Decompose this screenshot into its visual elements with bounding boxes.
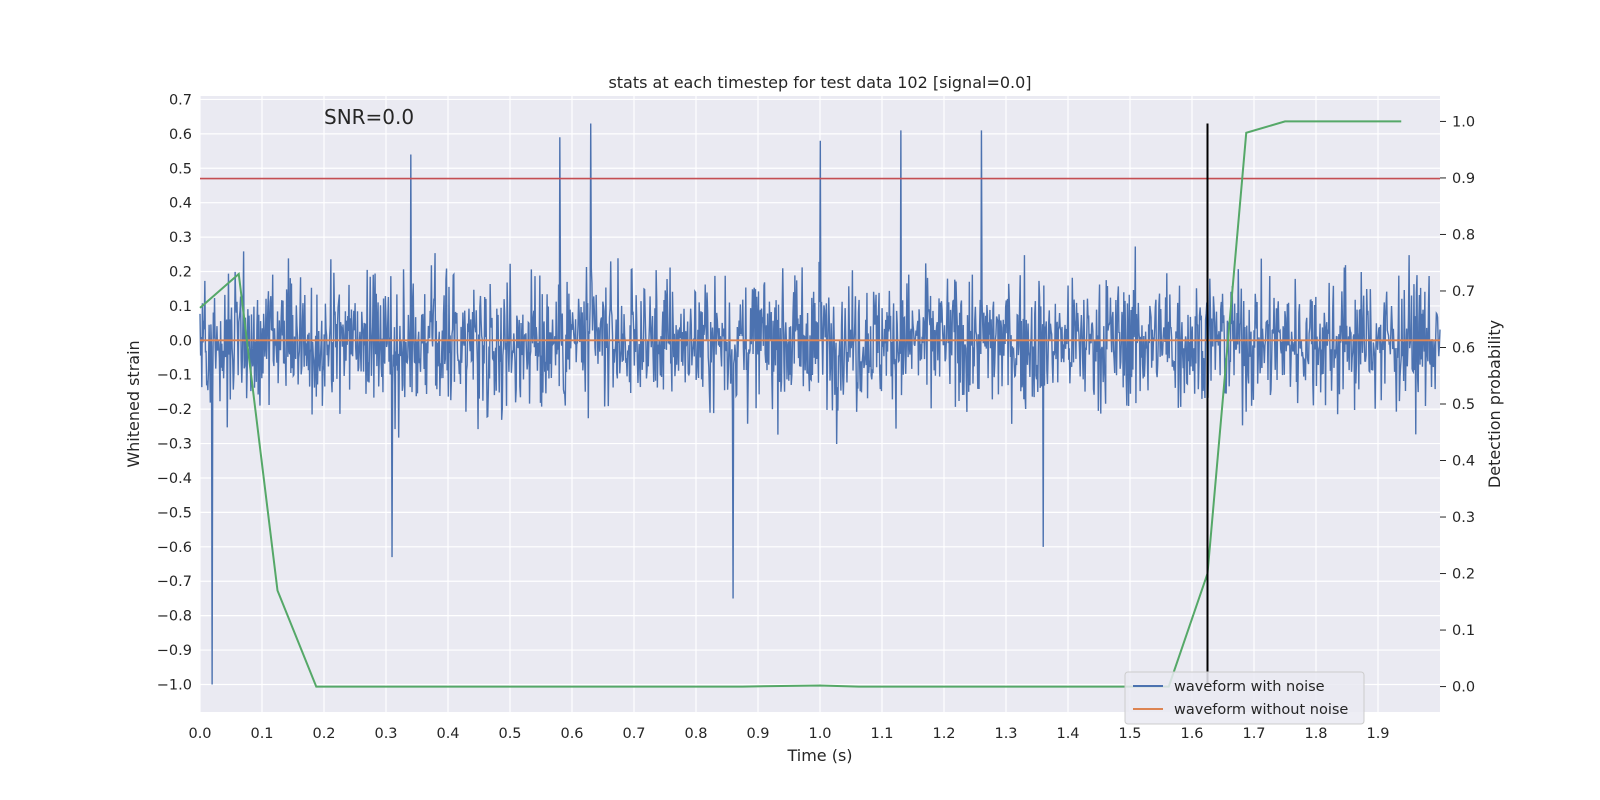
y-tick-label: 0.1 — [169, 299, 192, 315]
y-tick-label: 0.3 — [169, 230, 192, 246]
y2-tick-label: 1.0 — [1452, 114, 1475, 130]
y2-axis-ticks: 0.0 0.1 0.2 0.3 0.4 0.5 0.6 0.7 0.8 0.9 1.0 — [1440, 114, 1475, 696]
y-tick-label: 0.0 — [169, 333, 192, 349]
y2-tick-label: 0.1 — [1452, 623, 1475, 639]
x-axis-label: Time (s) — [786, 746, 852, 765]
x-tick-label: 1.6 — [1180, 726, 1203, 742]
y2-tick-label: 0.5 — [1452, 397, 1475, 413]
y2-tick-label: 0.7 — [1452, 284, 1475, 300]
x-tick-label: 0.7 — [622, 726, 645, 742]
y-tick-label: 0.5 — [169, 161, 192, 177]
x-tick-label: 0.1 — [250, 726, 273, 742]
snr-annotation: SNR=0.0 — [324, 105, 414, 129]
y2-tick-label: 0.9 — [1452, 171, 1475, 187]
y-tick-label: 0.7 — [169, 92, 192, 108]
x-tick-label: 1.1 — [870, 726, 893, 742]
legend: waveform with noise waveform without noi… — [1124, 671, 1365, 725]
x-tick-label: 0.6 — [560, 726, 583, 742]
x-tick-label: 1.3 — [994, 726, 1017, 742]
x-tick-label: 0.9 — [746, 726, 769, 742]
y2-tick-label: 0.2 — [1452, 567, 1475, 583]
x-tick-label: 1.0 — [808, 726, 831, 742]
x-tick-label: 0.8 — [684, 726, 707, 742]
x-tick-label: 1.4 — [1056, 726, 1079, 742]
series-waveform-with-noise — [199, 123, 1441, 685]
x-tick-label: 1.2 — [932, 726, 955, 742]
y-tick-label: 0.4 — [169, 196, 192, 212]
y-tick-label: −0.4 — [157, 471, 192, 487]
x-tick-label: 0.2 — [312, 726, 335, 742]
y2-tick-label: 0.8 — [1452, 227, 1475, 243]
y-tick-label: −0.8 — [157, 609, 192, 625]
x-tick-label: 1.7 — [1242, 726, 1265, 742]
x-tick-label: 0.4 — [436, 726, 459, 742]
x-tick-label: 1.8 — [1304, 726, 1327, 742]
series-layer — [199, 120, 1441, 688]
y-tick-label: 0.2 — [169, 265, 192, 281]
y2-tick-label: 0.4 — [1452, 454, 1475, 470]
legend-box — [1124, 671, 1365, 725]
y-tick-label: −0.3 — [157, 437, 192, 453]
y-tick-label: −0.2 — [157, 402, 192, 418]
x-tick-label: 0.5 — [498, 726, 521, 742]
x-tick-label: 0.0 — [188, 726, 211, 742]
y-tick-label: 0.6 — [169, 127, 192, 143]
legend-label-noise: waveform with noise — [1174, 679, 1325, 695]
y-axis-ticks: 0.7 0.6 0.5 0.4 0.3 0.2 0.1 0.0 −0.1 −0.2 −0.3 −0.4… — [157, 92, 192, 693]
y-tick-label: −0.9 — [157, 643, 192, 659]
x-axis-ticks: 0.0 0.1 0.2 0.3 0.4 0.5 0.6 0.7 0.8 0.9 1.0 1.1 1.2 1… — [188, 726, 1389, 742]
series-detection-probability — [199, 120, 1402, 688]
y2-axis-label: Detection probability — [1485, 320, 1504, 488]
x-tick-label: 0.3 — [374, 726, 397, 742]
y-tick-label: −0.7 — [157, 574, 192, 590]
legend-label-clean: waveform without noise — [1174, 702, 1348, 718]
y-tick-label: −0.1 — [157, 368, 192, 384]
y-tick-label: −1.0 — [157, 677, 192, 693]
y-tick-label: −0.6 — [157, 540, 192, 556]
y2-tick-label: 0.0 — [1452, 680, 1475, 696]
x-tick-label: 1.5 — [1118, 726, 1141, 742]
y2-tick-label: 0.3 — [1452, 510, 1475, 526]
chart-title: stats at each timestep for test data 102… — [608, 73, 1031, 92]
y-axis-label: Whitened strain — [124, 340, 143, 467]
x-tick-label: 1.9 — [1366, 726, 1389, 742]
y-tick-label: −0.5 — [157, 505, 192, 521]
y2-tick-label: 0.6 — [1452, 340, 1475, 356]
